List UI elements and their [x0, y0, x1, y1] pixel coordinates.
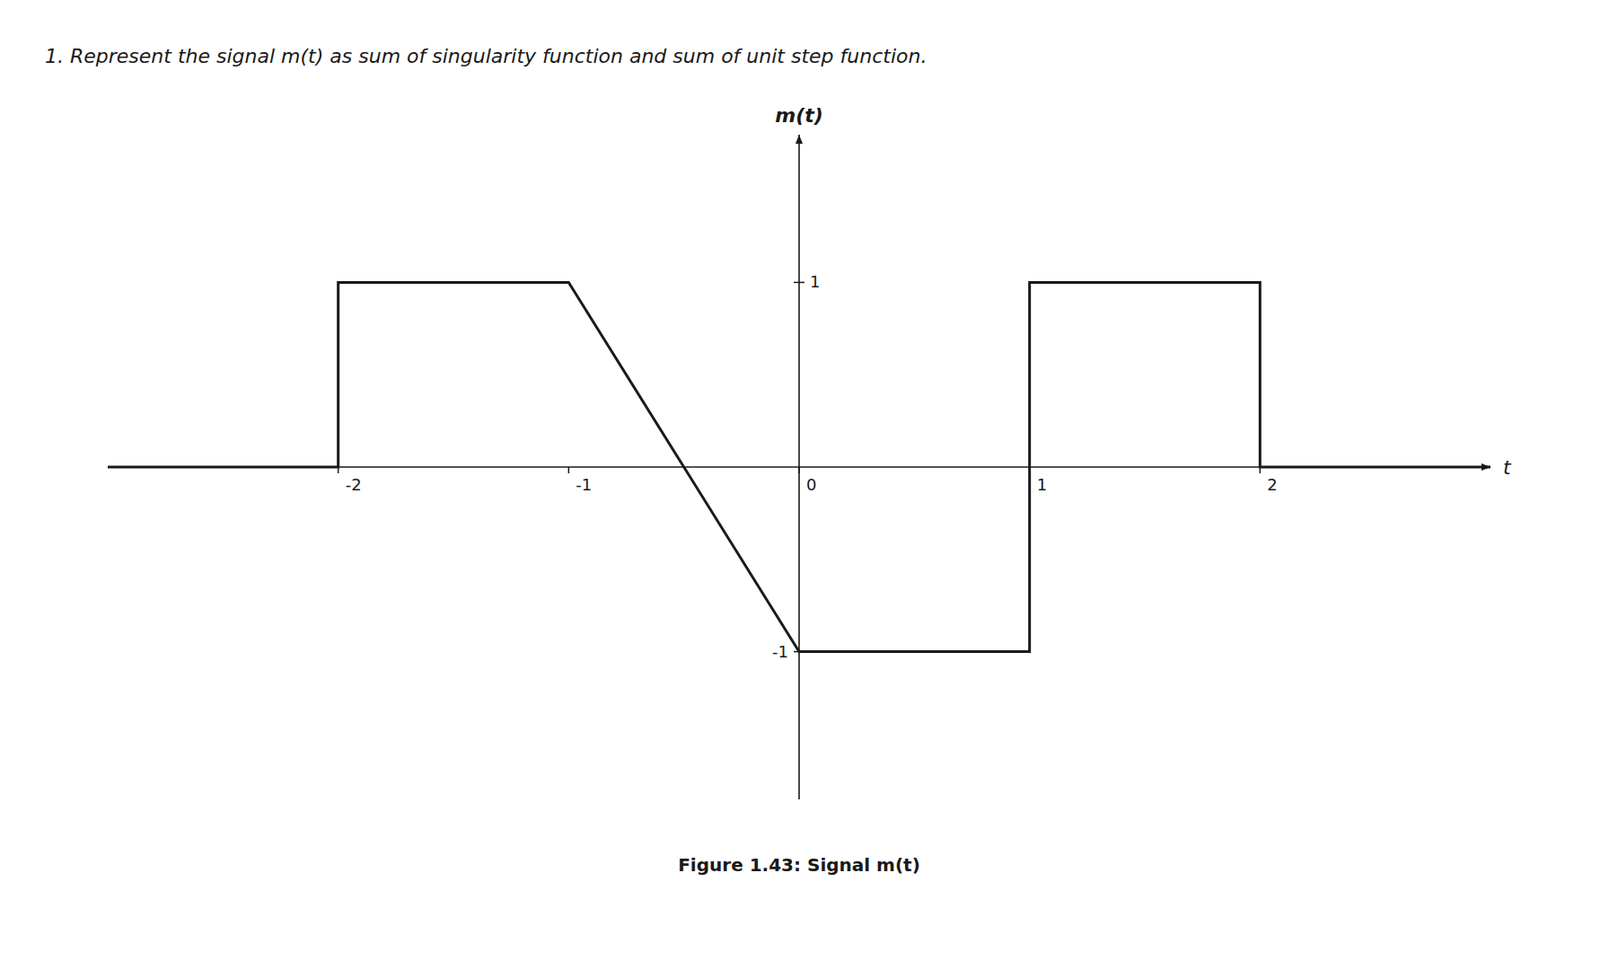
- x-axis-label: t: [1503, 456, 1513, 479]
- y-tick-label: 1: [809, 272, 820, 291]
- x-tick-label: 2: [1266, 474, 1277, 494]
- x-tick-label: 1: [1037, 474, 1047, 494]
- signal-line: [107, 281, 1491, 651]
- caption: Figure 1.43: Signal m(t): [677, 853, 921, 876]
- y-axis-label: m(t): [774, 104, 824, 127]
- background: [0, 0, 1600, 970]
- y-tick: [793, 281, 805, 284]
- plot-area: [107, 281, 1491, 651]
- x-tick-label: 0: [806, 474, 817, 494]
- x-tick-label: -1: [575, 474, 592, 494]
- y-axis: [798, 134, 800, 800]
- title: 1. Represent the signal m(t) as sum of s…: [44, 44, 927, 68]
- x-tick: [568, 466, 571, 474]
- y-tick-label: -1: [772, 641, 789, 661]
- x-tick: [798, 466, 800, 474]
- chart: 1. Represent the signal m(t) as sum of s…: [0, 0, 1600, 970]
- x-tick-label: -2: [345, 474, 362, 494]
